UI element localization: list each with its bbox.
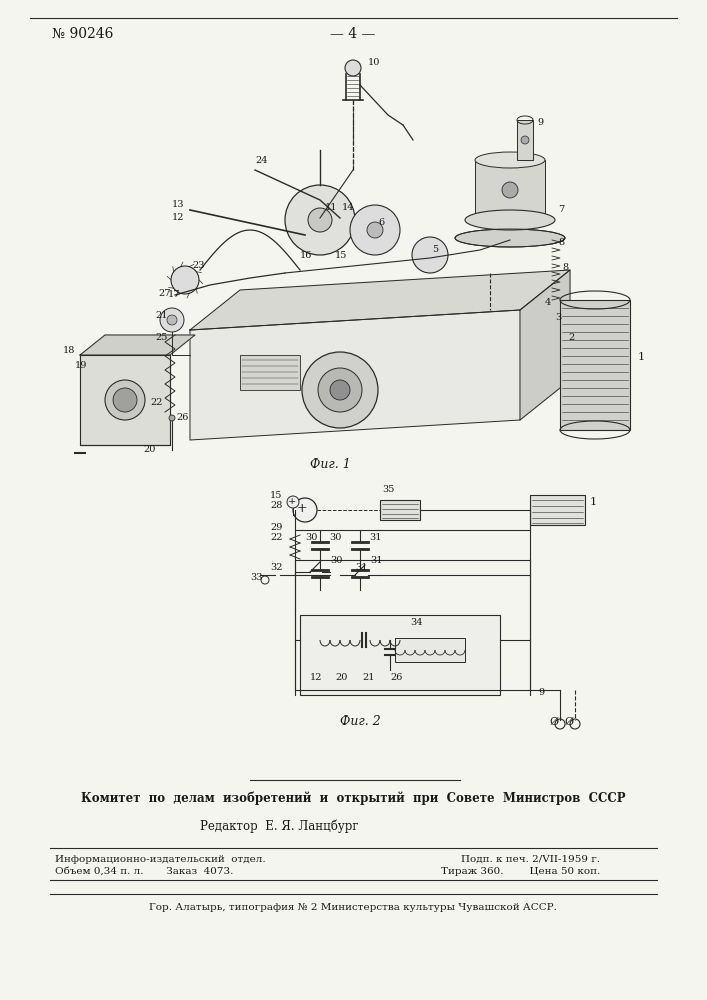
Circle shape [350,205,400,255]
Text: 7: 7 [558,205,564,214]
Text: 22: 22 [270,533,283,542]
Circle shape [302,352,378,428]
Text: Объем 0,34 п. л.       Заказ  4073.: Объем 0,34 п. л. Заказ 4073. [55,867,233,876]
Text: Подп. к печ. 2/VII-1959 г.: Подп. к печ. 2/VII-1959 г. [461,855,600,864]
Text: 24: 24 [255,156,267,165]
Text: 27: 27 [158,289,170,298]
Polygon shape [80,335,195,355]
Polygon shape [190,270,570,330]
Bar [240,355,300,390]
Text: 31: 31 [370,556,382,565]
Text: +: + [297,502,308,514]
Text: Ø: Ø [549,717,559,727]
Text: — 4 —: — 4 — [330,27,375,41]
Bar [560,300,630,430]
Text: 8: 8 [562,263,568,272]
Text: 11: 11 [325,203,337,212]
Text: 13: 13 [172,200,185,209]
Text: 25: 25 [155,333,168,342]
Text: 23: 23 [192,261,204,270]
Text: 2: 2 [568,333,574,342]
Text: 20: 20 [335,673,347,682]
Circle shape [367,222,383,238]
Text: 9: 9 [537,118,543,127]
Circle shape [345,60,361,76]
Circle shape [167,315,177,325]
Circle shape [308,208,332,232]
Circle shape [160,308,184,332]
Text: 33: 33 [250,573,262,582]
Bar [517,120,533,160]
Text: 15: 15 [335,251,347,260]
Text: 20: 20 [143,445,156,454]
Text: 28: 28 [270,501,282,510]
Text: 31: 31 [355,563,368,572]
Text: 32: 32 [270,563,283,572]
Circle shape [412,237,448,273]
Circle shape [285,185,355,255]
Polygon shape [190,310,520,440]
Bar [530,495,585,525]
Circle shape [287,496,299,508]
Text: Комитет  по  делам  изобретений  и  открытий  при  Совете  Министров  СССР: Комитет по делам изобретений и открытий … [81,792,625,805]
Text: 18: 18 [63,346,76,355]
Text: 21: 21 [155,311,168,320]
Text: № 90246: № 90246 [52,27,113,41]
Bar [475,160,545,220]
Bar [395,638,465,662]
Text: Редактор  Е. Я. Ланцбург: Редактор Е. Я. Ланцбург [200,820,358,833]
Text: 26: 26 [176,413,188,422]
Text: 8: 8 [558,238,564,247]
Text: 17: 17 [168,290,180,299]
Text: 15: 15 [270,491,282,500]
Ellipse shape [475,152,545,168]
Text: 22: 22 [150,398,163,407]
Text: 16: 16 [300,251,312,260]
Text: 14: 14 [342,203,354,212]
Text: 12: 12 [310,673,322,682]
Text: Гор. Алатырь, типография № 2 Министерства культуры Чувашской АССР.: Гор. Алатырь, типография № 2 Министерств… [149,903,557,912]
Polygon shape [80,355,170,445]
Text: Информационно-издательский  отдел.: Информационно-издательский отдел. [55,855,266,864]
Text: Тираж 360.        Цена 50 коп.: Тираж 360. Цена 50 коп. [440,867,600,876]
Text: 35: 35 [382,485,395,494]
Circle shape [521,136,529,144]
Text: Ø: Ø [564,717,573,727]
Text: 1: 1 [638,352,645,362]
Text: 31: 31 [369,533,382,542]
Text: 4: 4 [545,298,551,307]
Bar [300,615,500,695]
Text: Фиг. 2: Фиг. 2 [340,715,381,728]
Circle shape [293,498,317,522]
Text: 19: 19 [75,361,88,370]
Circle shape [330,380,350,400]
Text: 29: 29 [270,523,282,532]
Text: 26: 26 [390,673,402,682]
Circle shape [171,266,199,294]
Text: 30: 30 [329,533,341,542]
Text: 6: 6 [378,218,384,227]
Text: Фиг. 1: Фиг. 1 [310,458,351,471]
Ellipse shape [455,229,565,247]
Text: 30: 30 [305,533,317,542]
Circle shape [169,415,175,421]
Text: 3: 3 [555,313,561,322]
Circle shape [502,182,518,198]
Text: 34: 34 [410,618,423,627]
Text: +: + [288,496,296,506]
Bar [380,500,420,520]
Ellipse shape [465,210,555,230]
Text: 5: 5 [432,245,438,254]
Circle shape [318,368,362,412]
Text: 21: 21 [362,673,375,682]
Text: 9: 9 [538,688,544,697]
Text: 12: 12 [172,213,185,222]
Circle shape [113,388,137,412]
Text: 30: 30 [330,556,342,565]
Text: 10: 10 [368,58,380,67]
Polygon shape [520,270,570,420]
Text: 1: 1 [590,497,597,507]
Circle shape [105,380,145,420]
